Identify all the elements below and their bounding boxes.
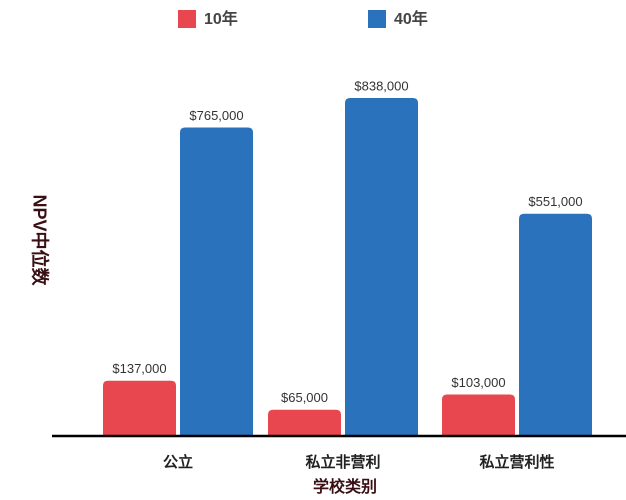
value-label: $551,000 [528,194,582,209]
y-axis-label: NPV中位数 [29,194,50,286]
x-tick-label: 私立非营利 [304,453,380,471]
x-tick-label: 私立营利性 [478,453,554,471]
value-label: $765,000 [189,108,243,123]
legend-swatch [178,10,196,28]
x-tick-label: 公立 [163,453,193,471]
bar [519,213,592,436]
value-label: $65,000 [281,390,328,405]
value-label: $103,000 [451,375,505,390]
bar [180,127,253,437]
value-label: $838,000 [354,78,408,93]
bar [103,380,176,436]
legend-label: 10年 [204,9,238,28]
legend-label: 40年 [394,9,428,28]
x-axis-label: 学校类别 [313,477,377,496]
bar [442,394,515,436]
bar [345,98,418,436]
value-label: $137,000 [112,361,166,376]
bar [268,409,341,436]
legend-swatch [368,10,386,28]
